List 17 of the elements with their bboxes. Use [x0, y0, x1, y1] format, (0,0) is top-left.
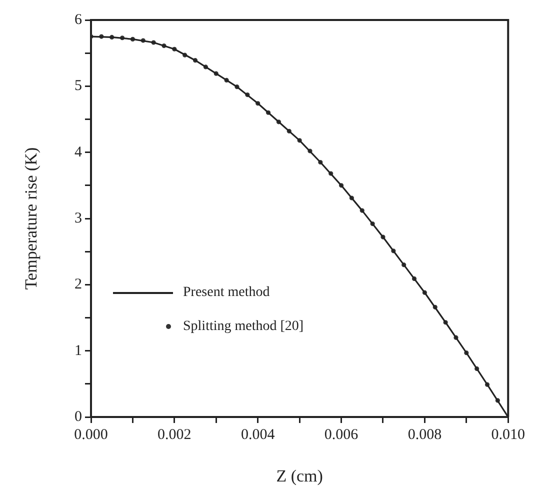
x-tick-label: 0.006 — [324, 426, 359, 443]
legend-label: Splitting method [20] — [183, 319, 304, 335]
y-tick-label: 6 — [74, 12, 82, 28]
y-tick-label: 2 — [74, 276, 82, 293]
x-tick-label: 0.004 — [240, 426, 276, 443]
x-axis-title: Z (cm) — [276, 466, 323, 486]
x-tick-label: 0.010 — [491, 426, 525, 443]
x-tick-label: 0.002 — [158, 426, 192, 443]
y-tick-label: 4 — [74, 144, 82, 160]
x-tick-label: 0.008 — [408, 426, 442, 443]
x-tick-label: 0.000 — [74, 426, 108, 443]
y-axis-title: Temperature rise (K) — [22, 147, 41, 290]
y-tick-label: 5 — [74, 78, 82, 94]
y-tick-label: 1 — [74, 342, 82, 359]
y-tick-label: 3 — [74, 210, 82, 226]
y-tick-label: 0 — [74, 408, 82, 425]
legend-label: Present method — [183, 285, 270, 301]
